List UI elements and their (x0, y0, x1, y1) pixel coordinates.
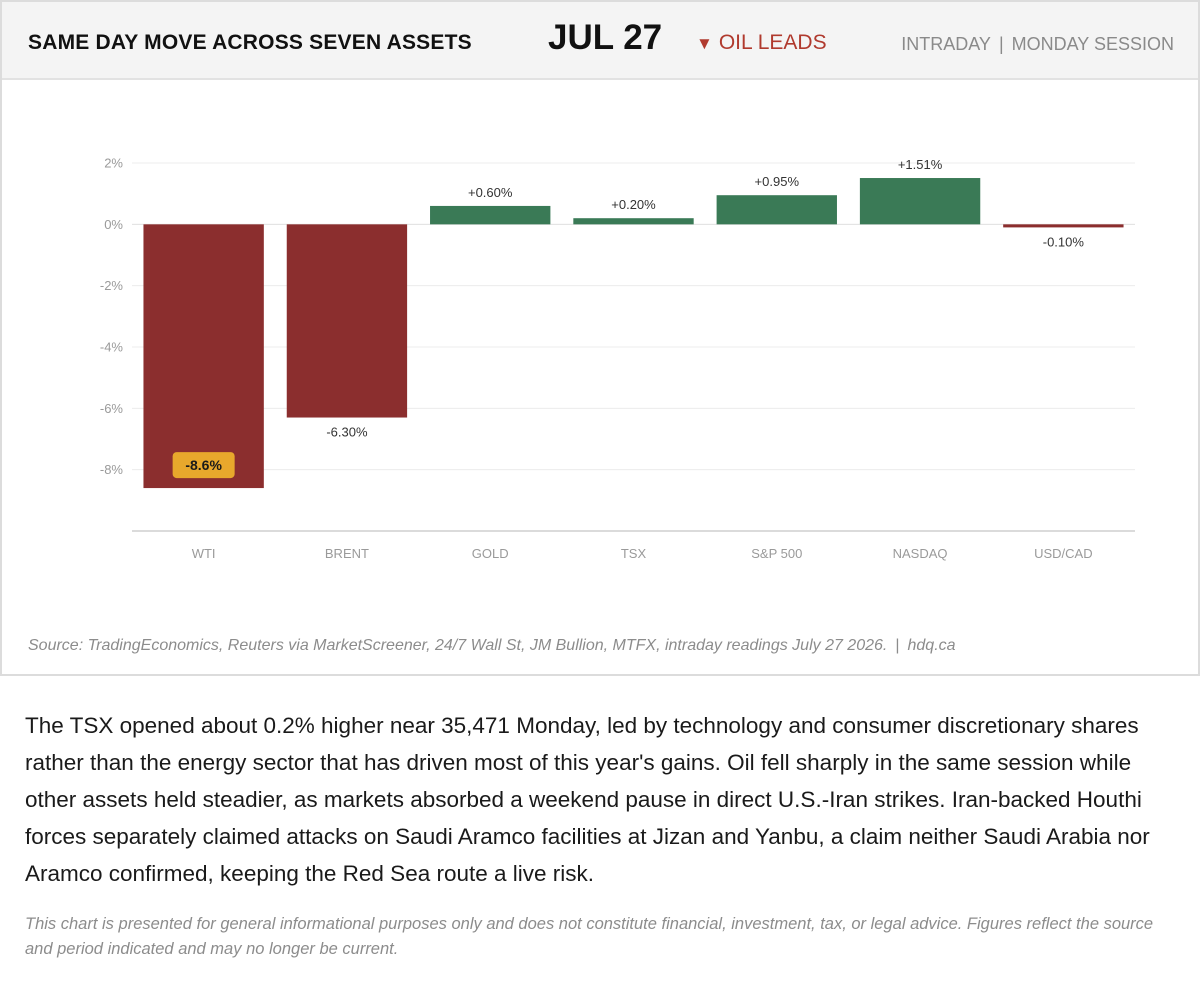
chart-title: SAME DAY MOVE ACROSS SEVEN ASSETS (28, 31, 472, 54)
y-tick-label: -2% (100, 278, 124, 293)
source-text: Source: TradingEconomics, Reuters via Ma… (28, 637, 888, 654)
article-paragraph: The TSX opened about 0.2% higher near 35… (25, 713, 1150, 886)
x-tick-label: TSX (621, 546, 647, 561)
chart-card: SAME DAY MOVE ACROSS SEVEN ASSETS JUL 27… (0, 0, 1200, 676)
down-triangle-icon: ▼ (696, 34, 713, 53)
bar-chart: 2% 0% -2% -4% -6% -8% WTI -8.6% BRENT -6.30% GOLD +… (100, 156, 1135, 561)
y-tick-label: -6% (100, 401, 124, 416)
data-label: -8.6% (185, 457, 222, 473)
data-label: -6.30% (326, 425, 368, 440)
data-label: -0.10% (1043, 234, 1085, 249)
bar-brent (286, 224, 408, 418)
x-tick-label: NASDAQ (893, 546, 948, 561)
meta-session: MONDAY SESSION (1011, 34, 1174, 54)
chart-header: SAME DAY MOVE ACROSS SEVEN ASSETS JUL 27… (2, 2, 1198, 80)
meta-separator: | (998, 34, 1004, 54)
x-tick-label: GOLD (472, 546, 509, 561)
y-tick-label: -4% (100, 340, 124, 355)
data-label: +0.60% (468, 185, 513, 200)
data-label: +1.51% (898, 157, 943, 172)
x-tick-label: WTI (192, 546, 216, 561)
trend-label: OIL LEADS (718, 31, 827, 54)
y-tick-label: 0% (104, 217, 123, 232)
y-tick-label: 2% (104, 156, 123, 171)
x-tick-label: USD/CAD (1034, 546, 1093, 561)
data-label: +0.95% (755, 174, 800, 189)
bar-wti (143, 224, 264, 489)
x-tick-label: S&P 500 (751, 546, 802, 561)
disclaimer-note: This chart is presented for general info… (25, 915, 1154, 958)
data-label: +0.20% (611, 197, 656, 212)
y-tick-label: -8% (100, 462, 124, 477)
bar-usd-cad (1003, 224, 1124, 228)
source-separator: | (895, 637, 900, 654)
source-line: Source: TradingEconomics, Reuters via Ma… (28, 637, 956, 655)
trend-indicator: ▼ OIL LEADS (696, 31, 827, 55)
bar-s-p-500 (716, 195, 837, 225)
date-label: JUL 27 (548, 18, 663, 57)
bar-gold (430, 205, 551, 225)
source-site: hdq.ca (907, 637, 956, 654)
bar-tsx (573, 218, 694, 225)
session-meta: INTRADAY | MONDAY SESSION (901, 34, 1174, 55)
x-tick-label: BRENT (325, 546, 369, 561)
bar-nasdaq (859, 178, 981, 225)
highlight-badge (172, 452, 235, 479)
meta-intraday: INTRADAY (901, 34, 991, 54)
